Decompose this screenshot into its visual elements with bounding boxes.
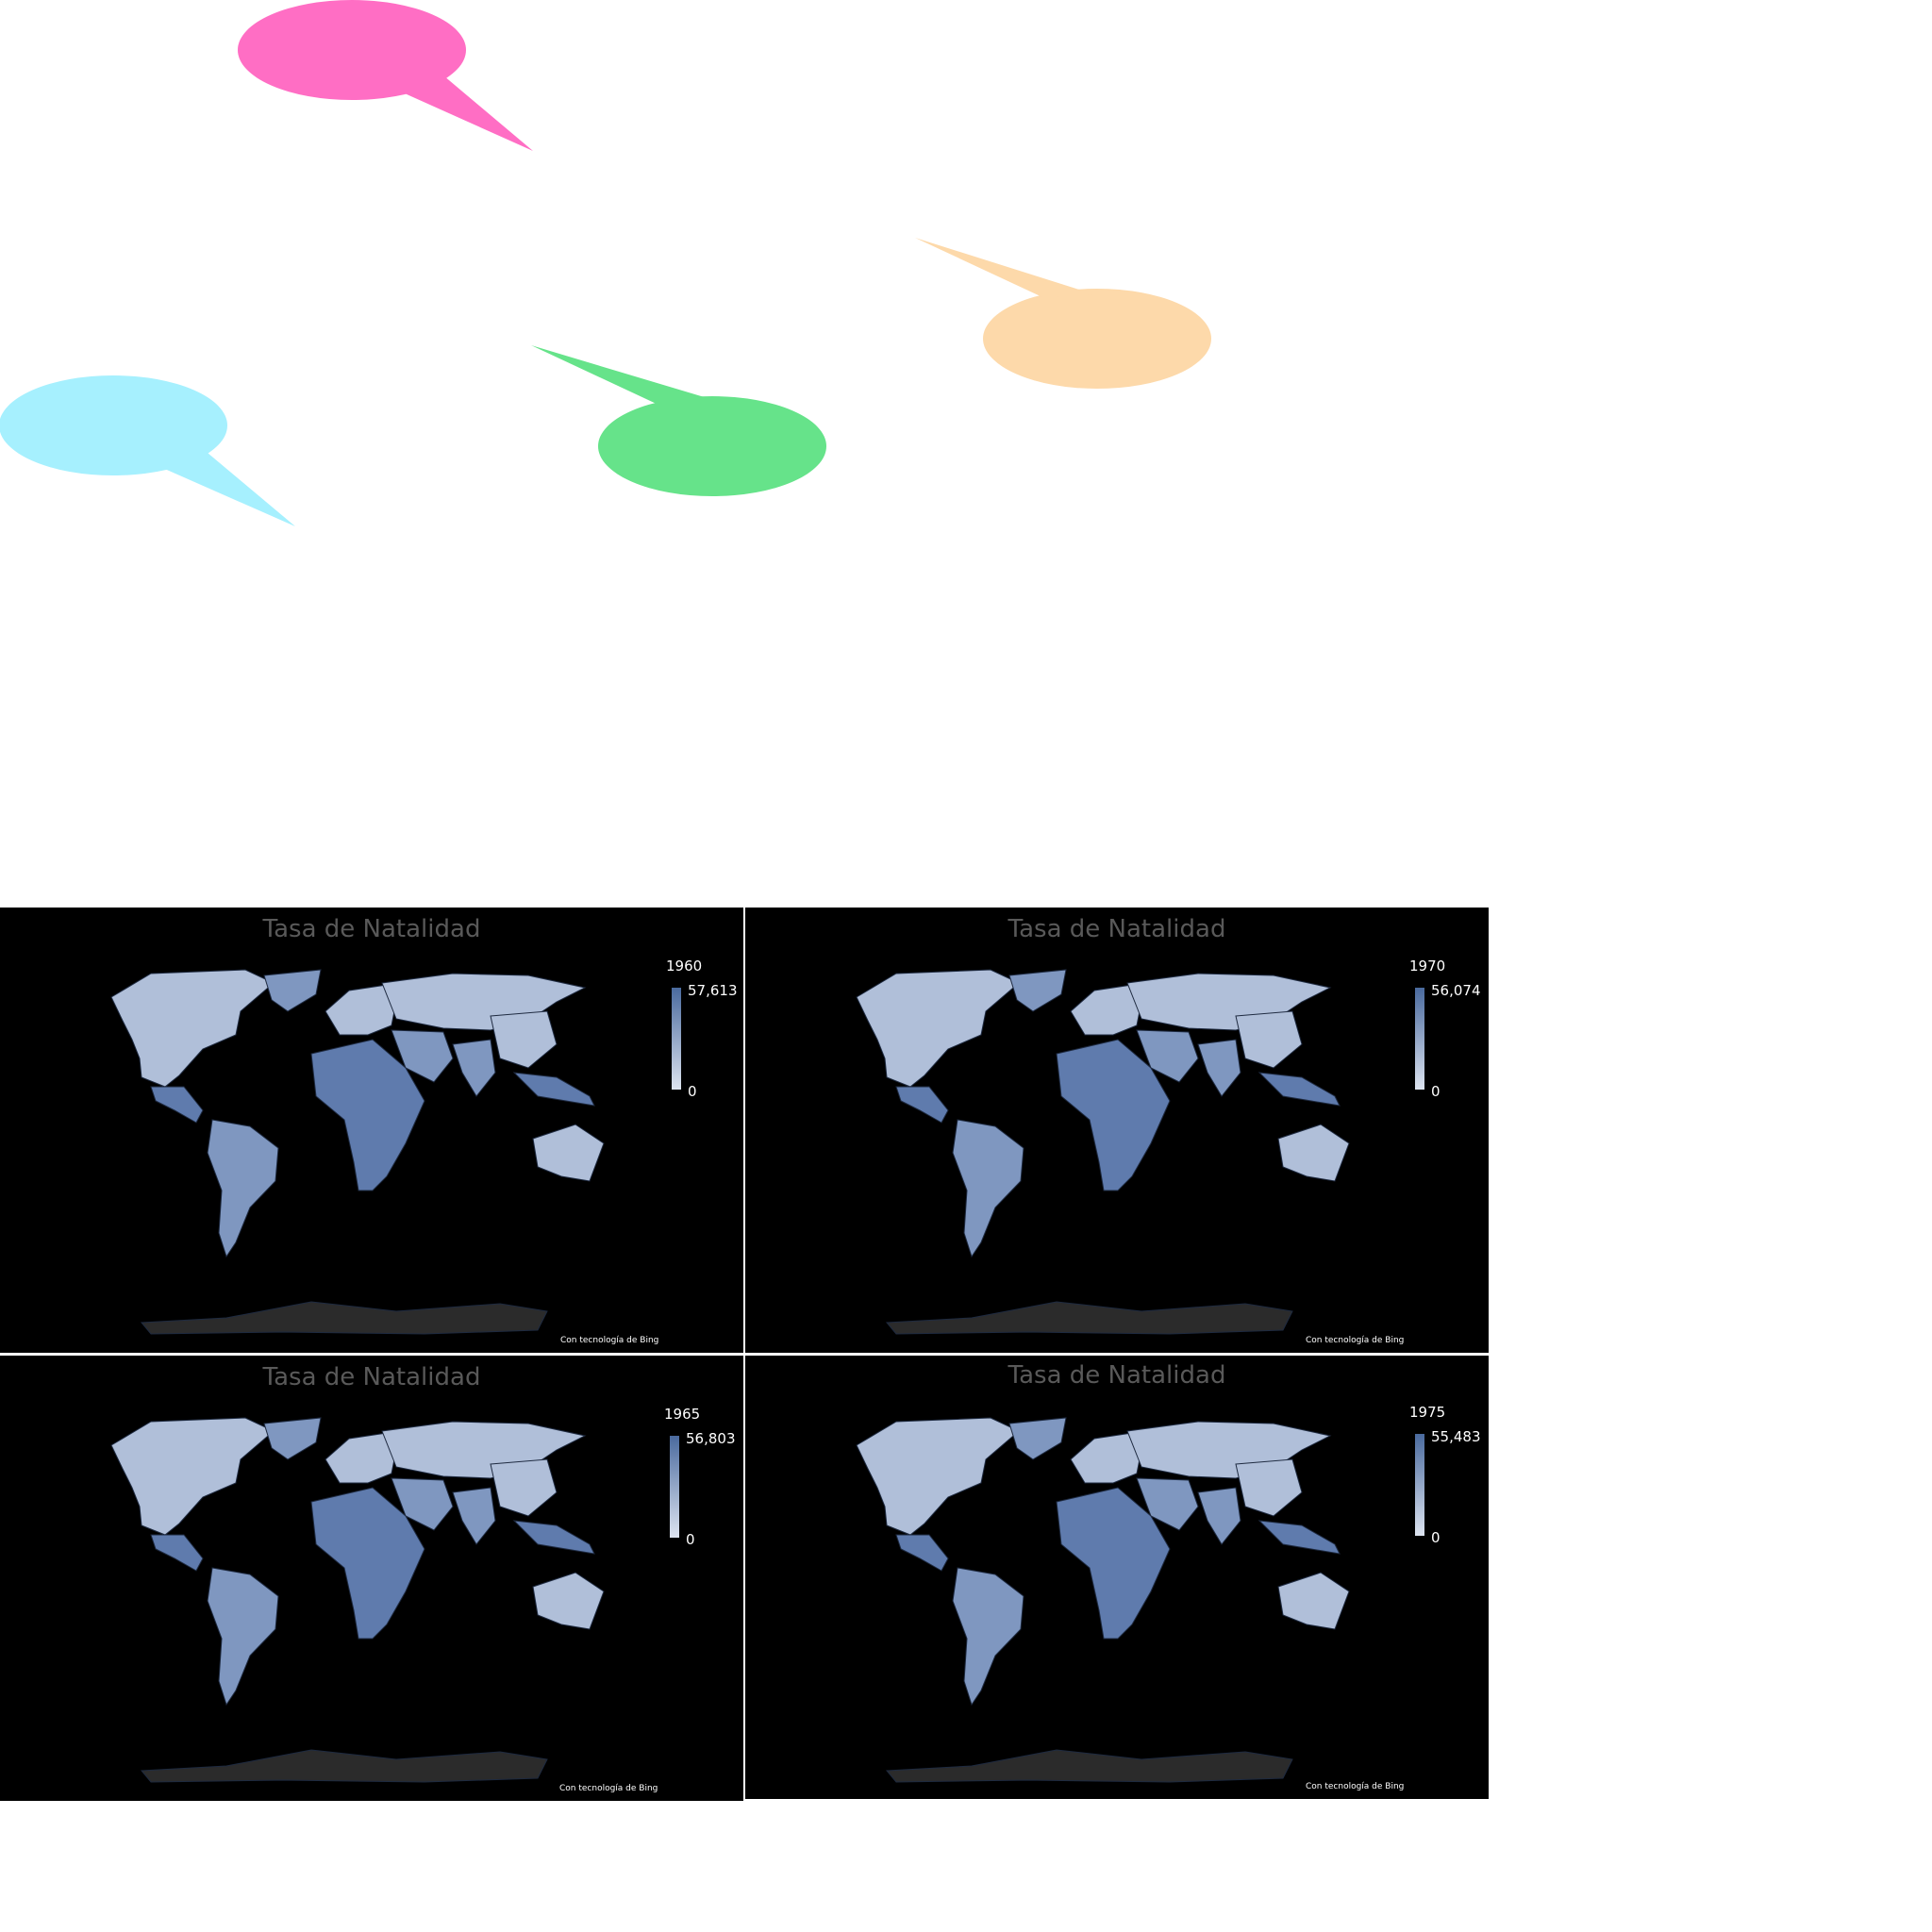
speech-bubble-pink: [238, 0, 533, 151]
region-east-asia: [1235, 1010, 1303, 1069]
legend-min-value: 0: [1431, 1529, 1441, 1546]
region-antarctica: [140, 1749, 548, 1783]
region-antarctica: [885, 1301, 1293, 1335]
region-middle-east: [391, 1029, 454, 1083]
region-north-america: [110, 1417, 275, 1536]
region-south-america: [952, 1567, 1024, 1707]
speech-bubbles: [0, 0, 1211, 526]
map-title: Tasa de Natalidad: [262, 1363, 481, 1391]
region-russia-asia: [381, 1421, 587, 1479]
legend-color-scale: [670, 1436, 679, 1538]
region-middle-east: [1136, 1477, 1199, 1531]
region-southeast-asia: [1257, 1520, 1341, 1555]
bing-credit: Con tecnología de Bing: [559, 1784, 658, 1793]
region-south-asia: [452, 1487, 496, 1545]
region-north-america: [856, 969, 1020, 1088]
region-central-america: [895, 1534, 949, 1572]
legend-year: 1970: [1409, 958, 1446, 974]
region-east-asia: [490, 1010, 558, 1069]
region-middle-east: [391, 1477, 454, 1531]
region-southeast-asia: [1257, 1072, 1341, 1107]
region-north-america: [110, 969, 275, 1088]
region-south-america: [952, 1119, 1024, 1258]
region-africa: [1056, 1487, 1171, 1640]
region-russia-asia: [381, 973, 587, 1031]
region-australia: [1277, 1124, 1350, 1182]
bing-credit: Con tecnología de Bing: [1306, 1782, 1405, 1791]
region-central-america: [150, 1534, 204, 1572]
region-south-asia: [1197, 1039, 1241, 1097]
region-australia: [532, 1124, 605, 1182]
region-east-asia: [1235, 1458, 1303, 1517]
map-panel-1960: Tasa de Natalidad 1960 57,613 0 Con tecn…: [0, 908, 743, 1353]
region-greenland: [1008, 1417, 1067, 1460]
legend-max-value: 55,483: [1431, 1428, 1481, 1445]
legend-color-scale: [1415, 1434, 1424, 1536]
legend-year: 1960: [666, 958, 703, 974]
legend-min-value: 0: [686, 1531, 695, 1548]
map-panel-1965: Tasa de Natalidad 1965 56,803 0 Con tecn…: [0, 1356, 743, 1801]
bing-credit: Con tecnología de Bing: [560, 1336, 659, 1345]
legend-year: 1975: [1409, 1404, 1446, 1421]
region-australia: [532, 1572, 605, 1630]
map-title: Tasa de Natalidad: [1008, 1361, 1226, 1390]
legend-year: 1965: [664, 1406, 701, 1423]
world-map: [856, 969, 1350, 1335]
speech-bubble-cyan: [0, 375, 295, 526]
legend-max-value: 56,803: [686, 1430, 736, 1447]
region-antarctica: [885, 1749, 1293, 1783]
region-russia-asia: [1126, 973, 1332, 1031]
legend-min-value: 0: [688, 1083, 697, 1100]
map-title: Tasa de Natalidad: [1008, 915, 1226, 943]
region-middle-east: [1136, 1029, 1199, 1083]
bing-credit: Con tecnología de Bing: [1306, 1336, 1405, 1345]
region-east-asia: [490, 1458, 558, 1517]
region-russia-asia: [1126, 1421, 1332, 1479]
region-africa: [310, 1039, 425, 1191]
map-panel-1970: Tasa de Natalidad 1970 56,074 0 Con tecn…: [745, 908, 1489, 1353]
world-map: [110, 969, 605, 1335]
map-panel-1975: Tasa de Natalidad 1975 55,483 0 Con tecn…: [745, 1356, 1489, 1799]
region-greenland: [263, 1417, 322, 1460]
region-south-asia: [452, 1039, 496, 1097]
map-title: Tasa de Natalidad: [262, 915, 481, 943]
speech-bubble-green: [531, 345, 826, 496]
region-africa: [1056, 1039, 1171, 1191]
region-central-america: [150, 1086, 204, 1124]
region-greenland: [263, 969, 322, 1012]
legend-min-value: 0: [1431, 1083, 1441, 1100]
legend-max-value: 57,613: [688, 982, 738, 999]
world-map: [856, 1417, 1350, 1783]
legend-color-scale: [672, 988, 681, 1090]
region-south-america: [207, 1119, 279, 1258]
region-north-america: [856, 1417, 1020, 1536]
region-greenland: [1008, 969, 1067, 1012]
region-southeast-asia: [512, 1520, 595, 1555]
region-southeast-asia: [512, 1072, 595, 1107]
legend-color-scale: [1415, 988, 1424, 1090]
region-south-asia: [1197, 1487, 1241, 1545]
legend-max-value: 56,074: [1431, 982, 1481, 999]
region-africa: [310, 1487, 425, 1640]
region-australia: [1277, 1572, 1350, 1630]
region-south-america: [207, 1567, 279, 1707]
region-central-america: [895, 1086, 949, 1124]
world-map: [110, 1417, 605, 1783]
region-antarctica: [140, 1301, 548, 1335]
speech-bubble-orange: [915, 238, 1211, 389]
panel-divider-horizontal: [0, 1353, 1489, 1356]
